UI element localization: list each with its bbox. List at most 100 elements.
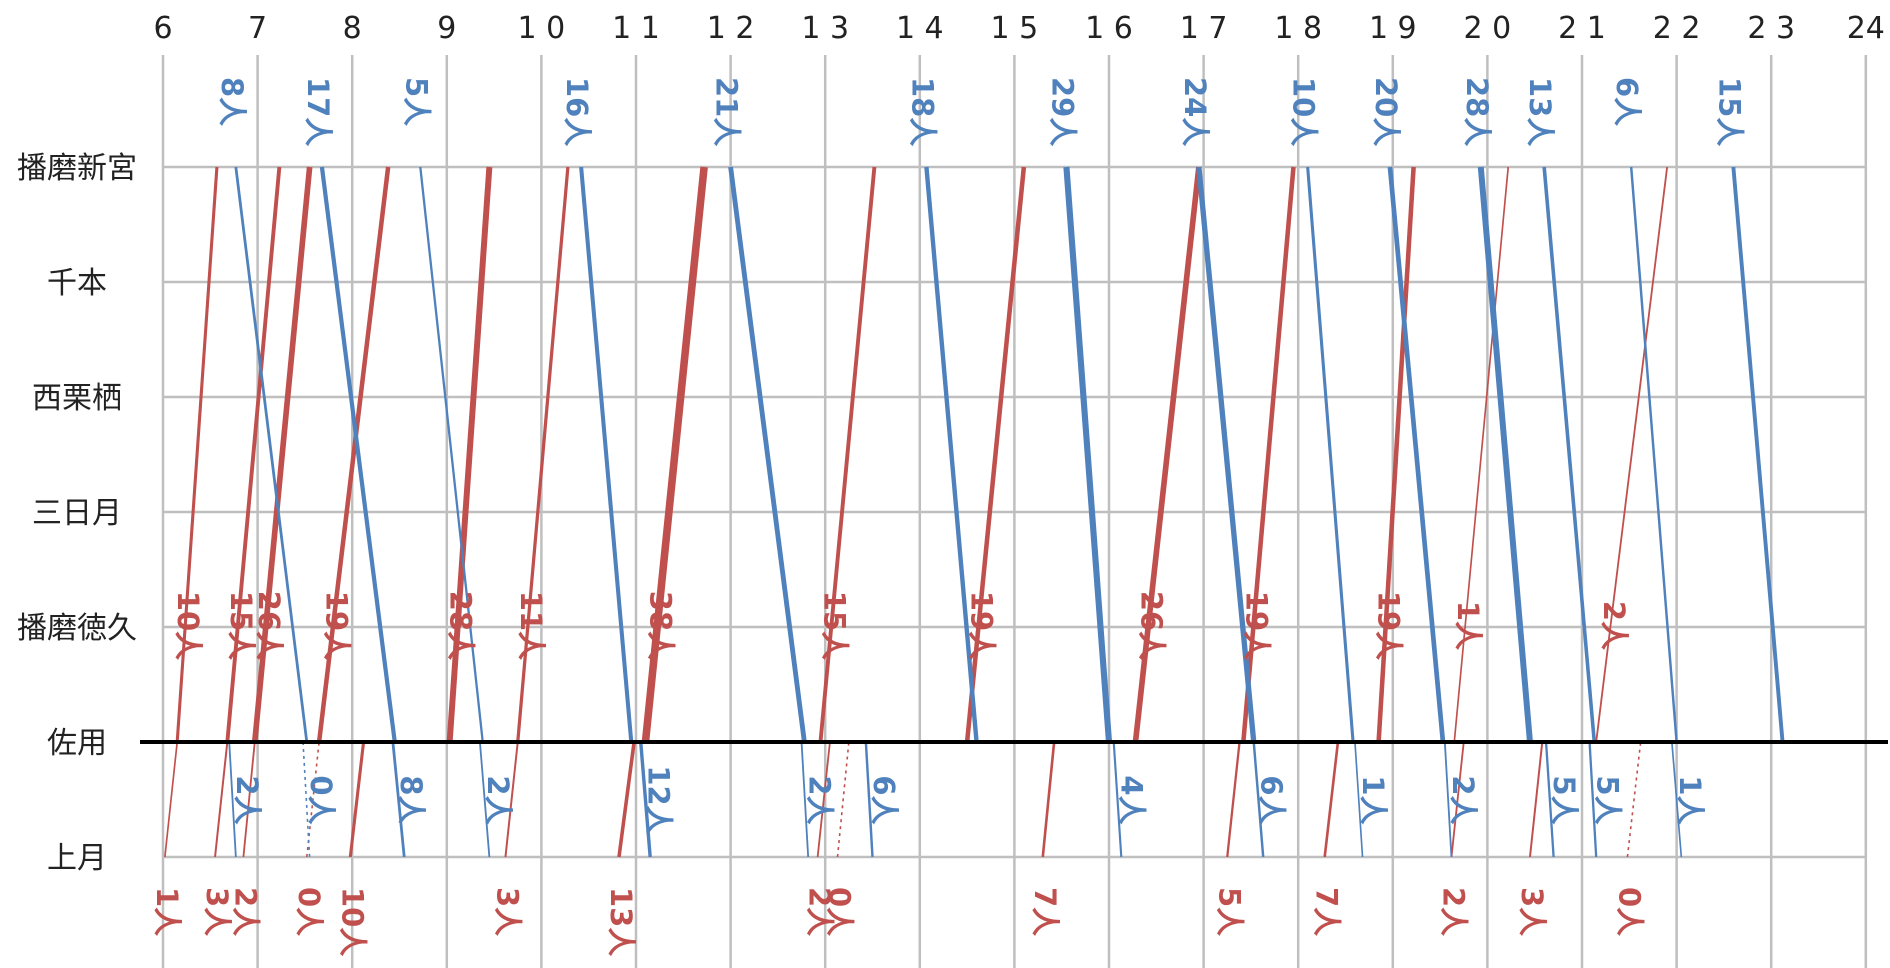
down-train-line xyxy=(1629,166,1678,743)
passenger-label: 13人 xyxy=(604,887,638,956)
x-tick-label: 1 5 xyxy=(991,11,1039,46)
station-label: 上月 xyxy=(47,841,107,876)
up-train-line xyxy=(964,166,1027,743)
down-train-line xyxy=(1252,741,1265,858)
up-train-line xyxy=(1595,166,1669,743)
passenger-label: 2人 xyxy=(1436,887,1470,936)
passenger-label: 20人 xyxy=(1369,77,1403,146)
x-tick-label: 2 0 xyxy=(1464,11,1512,46)
passenger-label: 38人 xyxy=(643,591,677,660)
up-train-line xyxy=(1226,741,1241,858)
up-train-line xyxy=(1323,741,1340,858)
passenger-label: 5人 xyxy=(399,77,433,126)
up-train-line xyxy=(305,741,320,858)
x-tick-label: 1 3 xyxy=(801,11,849,46)
down-train-line xyxy=(1112,741,1123,858)
passenger-label: 26人 xyxy=(252,591,286,660)
up-train-line xyxy=(251,166,313,743)
down-train-line xyxy=(1544,741,1555,858)
train-lines xyxy=(164,166,1785,858)
passenger-label: 1人 xyxy=(1356,775,1390,824)
x-tick-label: 1 0 xyxy=(518,11,566,46)
down-train-line xyxy=(419,166,484,743)
down-train-line xyxy=(728,166,807,743)
passenger-label: 17人 xyxy=(301,77,335,146)
up-train-line xyxy=(1041,741,1056,858)
x-tick-label: 9 xyxy=(437,11,456,46)
down-train-line xyxy=(234,166,309,743)
x-tick-label: 2 2 xyxy=(1653,11,1701,46)
station-label: 播磨新宮 xyxy=(17,151,137,186)
passenger-label: 0人 xyxy=(1612,887,1646,936)
passenger-label: 6人 xyxy=(1255,775,1289,824)
down-train-line xyxy=(1387,166,1446,743)
passenger-label: 11人 xyxy=(514,591,548,660)
down-train-line xyxy=(1063,166,1113,743)
passenger-label: 5人 xyxy=(1212,887,1246,936)
up-train-line xyxy=(1528,741,1544,858)
passenger-label: 2人 xyxy=(803,775,837,824)
up-train-line xyxy=(1132,166,1202,743)
x-tick-label: 2 1 xyxy=(1558,11,1606,46)
passenger-label: 10人 xyxy=(171,591,205,660)
down-train-line xyxy=(228,741,237,858)
passenger-label: 3人 xyxy=(1515,887,1549,936)
up-train-line xyxy=(446,166,493,743)
x-tick-label: 1 8 xyxy=(1274,11,1322,46)
x-tick-label: 6 xyxy=(153,11,172,46)
passenger-label: 18人 xyxy=(905,77,939,146)
passenger-label: 1人 xyxy=(1451,601,1485,650)
up-train-line xyxy=(1450,741,1465,858)
passenger-label: 1人 xyxy=(150,887,184,936)
up-train-line xyxy=(164,741,179,858)
passenger-label: 19人 xyxy=(1371,591,1405,660)
passenger-label: 0人 xyxy=(822,887,856,936)
x-tick-label: 1 6 xyxy=(1085,11,1133,46)
up-train-line xyxy=(214,741,229,858)
passenger-label: 3人 xyxy=(490,887,524,936)
passenger-label: 2人 xyxy=(230,775,264,824)
passenger-label: 15人 xyxy=(1712,77,1746,146)
passenger-label: 19人 xyxy=(319,591,353,660)
passenger-label: 4人 xyxy=(1115,775,1149,824)
station-label: 千本 xyxy=(47,266,107,301)
passenger-label: 10人 xyxy=(335,887,369,956)
passenger-label: 2人 xyxy=(803,887,837,936)
down-train-line xyxy=(302,741,311,858)
x-tick-label: 1 7 xyxy=(1180,11,1228,46)
x-tick-label: 1 1 xyxy=(612,11,660,46)
up-train-line xyxy=(516,166,570,743)
down-train-line xyxy=(1731,166,1785,743)
passenger-label: 8人 xyxy=(394,775,428,824)
down-train-line xyxy=(1354,741,1364,858)
station-label: 播磨徳久 xyxy=(17,611,137,646)
passenger-label: 5人 xyxy=(1591,775,1625,824)
up-train-line xyxy=(818,166,877,743)
station-label: 三日月 xyxy=(32,496,122,531)
x-tick-label: 24 xyxy=(1847,11,1885,46)
passenger-label: 0人 xyxy=(292,887,326,936)
down-train-line xyxy=(639,741,652,858)
up-train-line xyxy=(242,741,256,858)
passenger-label: 5人 xyxy=(1547,775,1581,824)
up-train-line xyxy=(1453,166,1510,743)
passenger-label: 2人 xyxy=(1597,601,1631,650)
up-train-line xyxy=(504,741,519,858)
passenger-label: 26人 xyxy=(1134,591,1168,660)
x-tick-label: 1 4 xyxy=(896,11,944,46)
passenger-label: 16人 xyxy=(560,77,594,146)
passenger-label: 8人 xyxy=(215,77,249,126)
up-train-line xyxy=(175,166,219,743)
passenger-label: 10人 xyxy=(1287,77,1321,146)
passenger-label: 3人 xyxy=(200,887,234,936)
passenger-label: 7人 xyxy=(1028,887,1062,936)
down-train-line xyxy=(1306,166,1355,743)
up-train-line xyxy=(225,166,282,743)
passenger-label: 15人 xyxy=(224,591,258,660)
x-tick-labels: 6 7 8 9 1 0 1 1 1 2 1 3 1 4 1 5 1 6 1 7 1 8 1 9 2 0 2 1… xyxy=(153,11,1884,46)
station-label: 西栗栖 xyxy=(32,381,122,416)
passenger-label: 19人 xyxy=(1239,591,1273,660)
down-train-line xyxy=(1477,166,1533,743)
